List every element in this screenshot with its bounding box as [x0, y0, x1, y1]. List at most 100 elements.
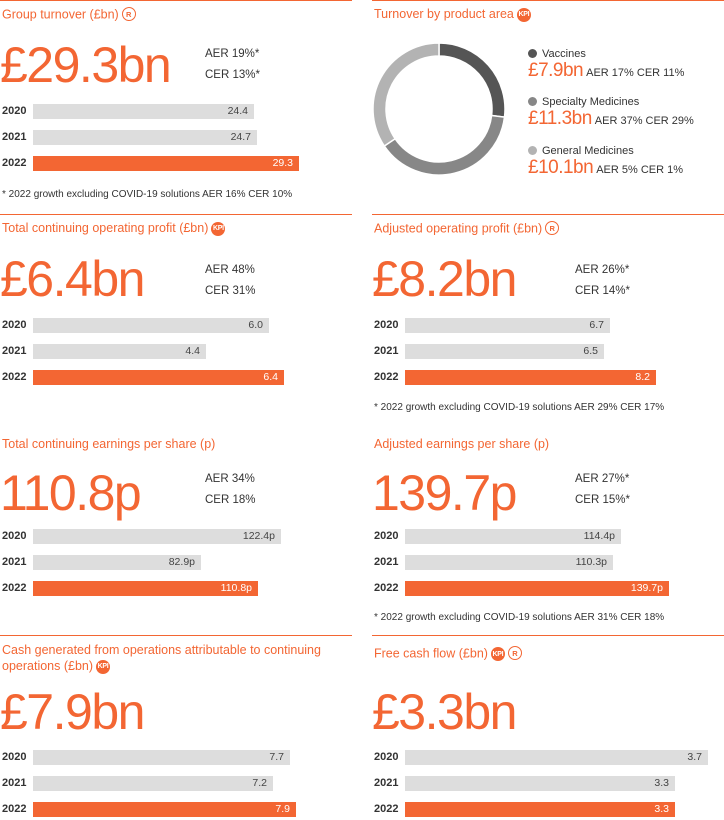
year-label: 2022 — [374, 371, 399, 383]
year-label: 2021 — [2, 777, 27, 789]
year-label: 2021 — [2, 345, 27, 357]
bar-row-2020: 2020 7.7 — [0, 747, 330, 773]
year-label: 2022 — [2, 371, 27, 383]
panel-rule — [0, 0, 352, 1]
panel-title: Free cash flow (£bn) KPI R — [374, 646, 522, 661]
bar-row-2022: 2022 110.8p — [0, 578, 330, 604]
bar-2022: 7.9 — [33, 802, 296, 817]
panel-cash-operations: Cash generated from operations attributa… — [0, 635, 352, 820]
year-label: 2020 — [2, 530, 27, 542]
bar-chart: 2020 6.7 2021 6.5 2022 8.2 — [372, 315, 702, 393]
legend-growth: AER 37% CER 29% — [594, 115, 694, 127]
bar-2020: 7.7 — [33, 750, 290, 765]
growth-aer: AER 48% — [205, 264, 255, 276]
bar-row-2020: 2020 24.4 — [0, 101, 330, 127]
kpi-badge: KPI — [211, 221, 226, 236]
headline-value: 139.7p — [372, 465, 517, 521]
year-label: 2021 — [2, 131, 27, 143]
bar-row-2021: 2021 3.3 — [372, 773, 712, 799]
panel-adjusted-operating-profit: Adjusted operating profit (£bn) R £8.2bn … — [372, 214, 724, 419]
growth-cer: CER 14%* — [575, 285, 630, 297]
legend-swatch — [528, 49, 537, 58]
growth-aer: AER 27%* — [575, 473, 630, 485]
headline-value: £29.3bn — [0, 37, 172, 93]
panel-title: Total continuing operating profit (£bn) K… — [2, 221, 226, 236]
bar-row-2020: 2020 122.4p — [0, 526, 330, 552]
bar-2021: 24.7 — [33, 130, 257, 145]
growth-cer: CER 31% — [205, 285, 256, 297]
bar-row-2020: 2020 114.4p — [372, 526, 702, 552]
panel-title: Turnover by product area KPI — [374, 7, 531, 22]
bar-row-2022: 2022 29.3 — [0, 153, 330, 179]
panel-total-operating-profit: Total continuing operating profit (£bn) K… — [0, 214, 352, 419]
year-label: 2021 — [374, 556, 399, 568]
panel-product-area: Turnover by product area KPI — [372, 0, 724, 212]
headline-value: 110.8p — [0, 465, 142, 521]
bar-2021: 6.5 — [405, 344, 604, 359]
legend-growth: AER 5% CER 1% — [596, 164, 683, 176]
donut-slice-vaccines — [438, 42, 506, 118]
year-label: 2020 — [374, 751, 399, 763]
bar-2021: 3.3 — [405, 776, 675, 791]
year-label: 2020 — [2, 319, 27, 331]
year-label: 2022 — [2, 582, 27, 594]
footnote: * 2022 growth excluding COVID-19 solutio… — [2, 189, 293, 200]
growth-aer: AER 26%* — [575, 264, 630, 276]
bar-2022: 110.8p — [33, 581, 258, 596]
bar-2020: 3.7 — [405, 750, 708, 765]
growth-figures: AER 26%* CER 14%* — [575, 260, 630, 302]
bar-row-2022: 2022 7.9 — [0, 799, 330, 820]
panel-rule — [372, 214, 724, 215]
bar-2020: 6.0 — [33, 318, 269, 333]
panel-rule — [372, 0, 724, 1]
r-badge: R — [121, 7, 136, 21]
bar-2022: 6.4 — [33, 370, 284, 385]
bar-row-2020: 2020 6.7 — [372, 315, 702, 341]
r-badge: R — [507, 646, 522, 660]
panel-title: Adjusted operating profit (£bn) R — [374, 221, 560, 236]
legend-value: £10.1bn AER 5% CER 1% — [528, 157, 683, 178]
year-label: 2020 — [2, 105, 27, 117]
bar-row-2022: 2022 8.2 — [372, 367, 702, 393]
legend-item: Vaccines £7.9bn AER 17% CER 11% — [528, 48, 684, 82]
bar-chart: 2020 122.4p 2021 82.9p 2022 110.8p — [0, 526, 330, 604]
growth-cer: CER 15%* — [575, 494, 630, 506]
footnote: * 2022 growth excluding COVID-19 solutio… — [374, 612, 665, 623]
kpi-badge: KPI — [490, 647, 505, 661]
year-label: 2020 — [374, 319, 399, 331]
bar-2021: 7.2 — [33, 776, 273, 791]
panel-rule — [372, 635, 724, 636]
panel-title-line2: operations (£bn) KPI — [2, 659, 111, 674]
legend-item: Specialty Medicines £11.3bn AER 37% CER 29… — [528, 96, 694, 130]
legend-label: Specialty Medicines — [528, 96, 694, 108]
panel-title: Adjusted earnings per share (p) — [374, 437, 550, 451]
growth-figures: AER 27%* CER 15%* — [575, 469, 630, 511]
panel-title: Group turnover (£bn) R — [2, 7, 136, 22]
year-label: 2021 — [374, 345, 399, 357]
bar-row-2021: 2021 7.2 — [0, 773, 330, 799]
growth-cer: CER 18% — [205, 494, 256, 506]
bar-chart: 2020 3.7 2021 3.3 2022 3.3 — [372, 747, 712, 820]
bar-row-2021: 2021 82.9p — [0, 552, 330, 578]
year-label: 2022 — [2, 803, 27, 815]
r-badge: R — [545, 221, 560, 235]
legend-value: £7.9bn AER 17% CER 11% — [528, 60, 685, 81]
bar-2021: 110.3p — [405, 555, 613, 570]
growth-aer: AER 19%* — [205, 48, 260, 60]
donut-chart — [372, 42, 506, 176]
bar-2022: 139.7p — [405, 581, 669, 596]
panel-rule — [0, 635, 352, 636]
bar-row-2022: 2022 6.4 — [0, 367, 330, 393]
panel-adjusted-eps: Adjusted earnings per share (p) 139.7p A… — [372, 428, 724, 633]
legend-swatch — [528, 146, 537, 155]
bar-chart: 2020 24.4 2021 24.7 2022 29.3 — [0, 101, 330, 179]
bar-2020: 6.7 — [405, 318, 610, 333]
bar-row-2020: 2020 3.7 — [372, 747, 712, 773]
bar-row-2021: 2021 4.4 — [0, 341, 330, 367]
headline-value: £6.4bn — [0, 251, 145, 307]
year-label: 2020 — [374, 530, 399, 542]
bar-2022: 29.3 — [33, 156, 299, 171]
growth-figures: AER 19%* CER 13%* — [205, 44, 260, 86]
bar-row-2021: 2021 24.7 — [0, 127, 330, 153]
bar-row-2020: 2020 6.0 — [0, 315, 330, 341]
